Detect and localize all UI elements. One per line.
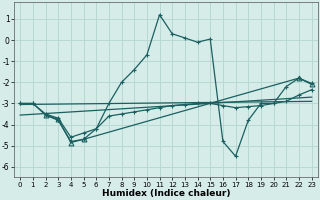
X-axis label: Humidex (Indice chaleur): Humidex (Indice chaleur) [102,189,230,198]
